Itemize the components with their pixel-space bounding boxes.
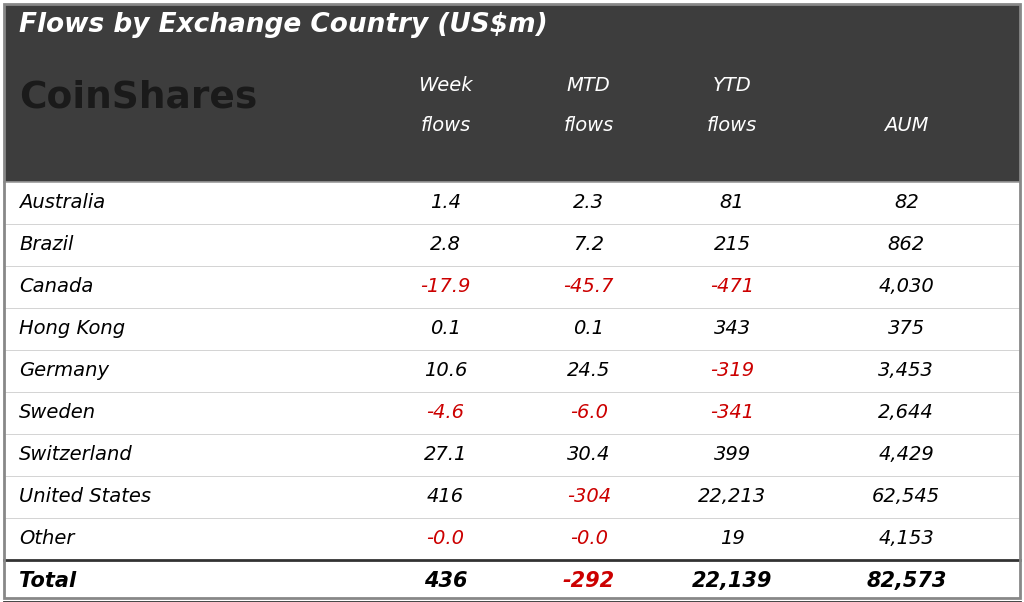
Text: 27.1: 27.1 bbox=[424, 445, 467, 465]
Text: Brazil: Brazil bbox=[19, 235, 74, 255]
Text: 2.8: 2.8 bbox=[430, 235, 461, 255]
Text: 4,030: 4,030 bbox=[879, 278, 934, 297]
Text: -341: -341 bbox=[710, 403, 755, 423]
Text: -17.9: -17.9 bbox=[420, 278, 471, 297]
Text: 375: 375 bbox=[888, 320, 925, 338]
Text: 82: 82 bbox=[894, 193, 919, 213]
Text: Australia: Australia bbox=[19, 193, 105, 213]
Text: Switzerland: Switzerland bbox=[19, 445, 133, 465]
Text: 343: 343 bbox=[714, 320, 751, 338]
Text: 82,573: 82,573 bbox=[866, 571, 946, 591]
Text: 0.1: 0.1 bbox=[430, 320, 461, 338]
Text: 2.3: 2.3 bbox=[573, 193, 604, 213]
Text: 3,453: 3,453 bbox=[879, 361, 934, 380]
Text: 4,429: 4,429 bbox=[879, 445, 934, 465]
Text: -471: -471 bbox=[710, 278, 755, 297]
Text: Canada: Canada bbox=[19, 278, 94, 297]
Bar bbox=[4, 4, 1020, 182]
Text: AUM: AUM bbox=[884, 116, 929, 135]
Text: 416: 416 bbox=[427, 488, 464, 506]
Text: 862: 862 bbox=[888, 235, 925, 255]
Text: YTD: YTD bbox=[713, 76, 752, 95]
Text: 436: 436 bbox=[424, 571, 467, 591]
Text: 30.4: 30.4 bbox=[567, 445, 610, 465]
Text: CoinShares: CoinShares bbox=[19, 79, 258, 115]
Text: 22,139: 22,139 bbox=[692, 571, 772, 591]
Text: flows: flows bbox=[563, 116, 614, 135]
Text: -6.0: -6.0 bbox=[569, 403, 608, 423]
Text: 19: 19 bbox=[720, 530, 744, 548]
Text: 2,644: 2,644 bbox=[879, 403, 934, 423]
Text: Germany: Germany bbox=[19, 361, 110, 380]
Text: 7.2: 7.2 bbox=[573, 235, 604, 255]
Text: 399: 399 bbox=[714, 445, 751, 465]
Text: 10.6: 10.6 bbox=[424, 361, 467, 380]
Text: MTD: MTD bbox=[567, 76, 610, 95]
Text: United States: United States bbox=[19, 488, 152, 506]
Text: Other: Other bbox=[19, 530, 75, 548]
Text: 215: 215 bbox=[714, 235, 751, 255]
Text: 1.4: 1.4 bbox=[430, 193, 461, 213]
Text: -0.0: -0.0 bbox=[426, 530, 465, 548]
Text: Sweden: Sweden bbox=[19, 403, 96, 423]
Text: 22,213: 22,213 bbox=[698, 488, 766, 506]
Text: flows: flows bbox=[707, 116, 758, 135]
Text: -292: -292 bbox=[563, 571, 614, 591]
Text: Hong Kong: Hong Kong bbox=[19, 320, 126, 338]
Text: -0.0: -0.0 bbox=[569, 530, 608, 548]
Text: Total: Total bbox=[19, 571, 77, 591]
Text: -4.6: -4.6 bbox=[426, 403, 465, 423]
Text: 0.1: 0.1 bbox=[573, 320, 604, 338]
Text: 4,153: 4,153 bbox=[879, 530, 934, 548]
Text: 81: 81 bbox=[720, 193, 744, 213]
Text: 24.5: 24.5 bbox=[567, 361, 610, 380]
Text: -319: -319 bbox=[710, 361, 755, 380]
Text: 62,545: 62,545 bbox=[872, 488, 940, 506]
Text: Week: Week bbox=[418, 76, 473, 95]
Text: -45.7: -45.7 bbox=[563, 278, 614, 297]
Text: flows: flows bbox=[420, 116, 471, 135]
Text: Flows by Exchange Country (US$m): Flows by Exchange Country (US$m) bbox=[19, 12, 548, 38]
Text: -304: -304 bbox=[566, 488, 611, 506]
